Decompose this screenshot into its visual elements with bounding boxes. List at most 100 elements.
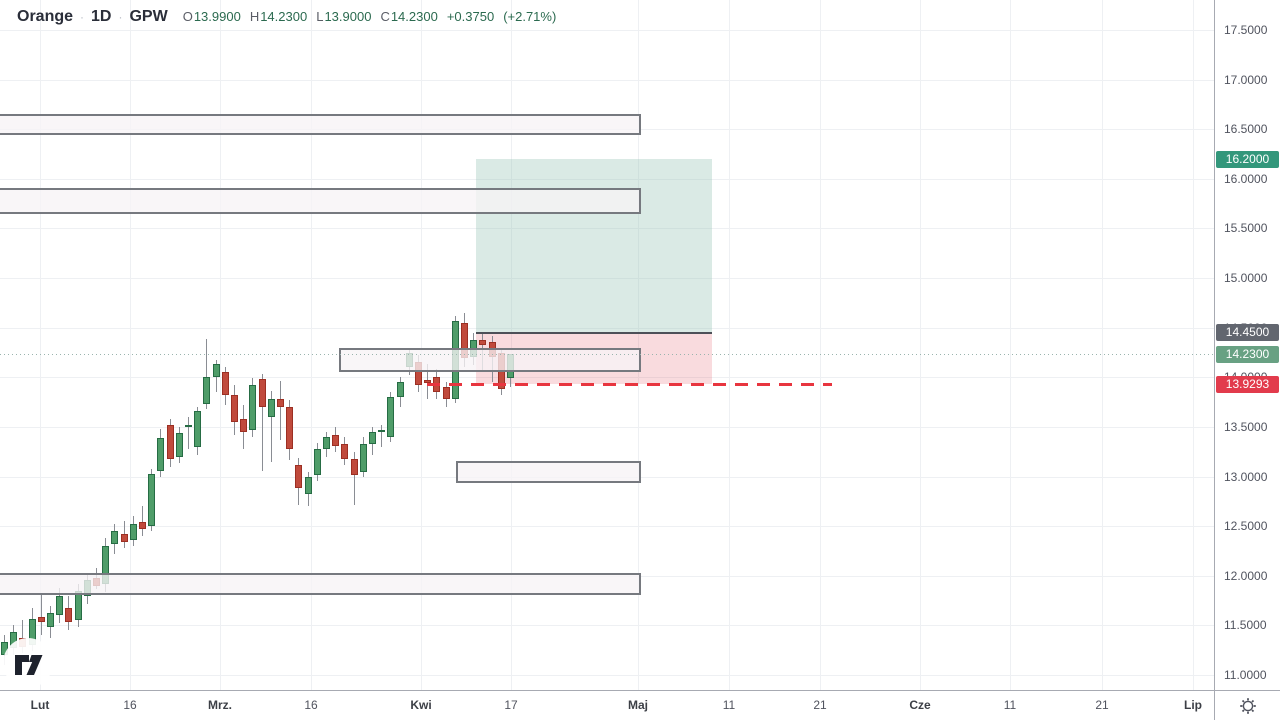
ohlc-readout: O13.9900 H14.2300 L13.9000 C14.2300 xyxy=(183,9,438,24)
candle-up xyxy=(267,399,275,417)
candle-up xyxy=(304,476,312,495)
symbol-name[interactable]: Orange xyxy=(17,8,74,25)
horizontal-gridline xyxy=(0,30,1214,31)
candle-up xyxy=(396,382,404,398)
candle-up xyxy=(194,411,202,447)
price-axis-tick: 15.5000 xyxy=(1224,221,1268,236)
candle-down xyxy=(231,395,238,422)
current-price-line xyxy=(0,354,1214,356)
exchange-label[interactable]: GPW xyxy=(129,8,168,25)
time-axis-label: 21 xyxy=(1095,698,1109,712)
separator-dot: · xyxy=(80,10,85,24)
chart-plot-area[interactable]: Orange · 1D · GPW O13.9900 H14.2300 L13.… xyxy=(0,0,1214,690)
price-axis-tick: 13.5000 xyxy=(1224,419,1268,434)
price-axis-tick: 11.5000 xyxy=(1224,618,1267,633)
stop-loss-dashed-line[interactable] xyxy=(427,382,832,386)
price-label-16.2000: 16.2000 xyxy=(1216,150,1279,168)
candle-down xyxy=(221,372,229,396)
horizontal-gridline xyxy=(0,675,1214,676)
candle-up xyxy=(387,397,395,437)
time-axis-label: Lip xyxy=(1184,698,1202,712)
price-label-13.9293: 13.9293 xyxy=(1216,375,1279,393)
supply-demand-zone[interactable] xyxy=(0,187,641,214)
price-axis-tick: 11.0000 xyxy=(1224,668,1267,682)
candle-wick xyxy=(22,620,24,654)
change-percent: (+2.71%) xyxy=(503,9,557,24)
vertical-gridline xyxy=(311,0,312,690)
vertical-gridline xyxy=(1102,0,1103,690)
candle-up xyxy=(369,431,376,444)
supply-demand-zone[interactable] xyxy=(456,460,641,484)
candle-down xyxy=(120,534,128,543)
supply-demand-zone[interactable] xyxy=(0,572,641,595)
candle-up xyxy=(148,473,156,527)
price-axis-tick: 17.0000 xyxy=(1224,72,1268,87)
price-axis[interactable]: 17.5000 17.0000 16.5000 16.0000 15.5000 15.00… xyxy=(1214,0,1280,690)
candle-down xyxy=(424,380,432,384)
time-axis-label: 17 xyxy=(504,698,518,712)
candle-down xyxy=(240,418,248,432)
candle-down xyxy=(479,339,487,345)
vertical-gridline xyxy=(130,0,131,690)
price-axis-tick: 15.0000 xyxy=(1224,271,1268,286)
interval-label[interactable]: 1D xyxy=(91,8,112,25)
time-axis-label: 16 xyxy=(123,698,137,712)
candle-wick xyxy=(381,424,383,447)
vertical-gridline xyxy=(920,0,921,690)
price-axis-tick: 12.0000 xyxy=(1224,568,1268,583)
candle-wick xyxy=(280,381,281,440)
change-absolute: +0.3750 xyxy=(446,9,495,24)
horizontal-gridline xyxy=(0,178,1214,180)
tradingview-logo[interactable] xyxy=(2,637,54,689)
candle-down xyxy=(295,464,303,489)
candle-up xyxy=(56,595,64,616)
time-axis-label: 11 xyxy=(1003,698,1017,712)
vertical-gridline xyxy=(421,0,422,690)
position-entry-line[interactable] xyxy=(476,331,712,334)
candle-up xyxy=(185,424,192,427)
candle-up xyxy=(313,448,321,475)
candle-wick xyxy=(353,451,355,506)
price-axis-tick: 12.5000 xyxy=(1224,519,1268,534)
candle-up xyxy=(323,436,330,449)
candle-up xyxy=(111,531,119,544)
time-axis-label: 21 xyxy=(813,698,827,712)
candle-wick xyxy=(142,506,143,537)
candle-down xyxy=(442,387,450,400)
candle-wick xyxy=(206,338,208,410)
price-axis-tick: 16.0000 xyxy=(1224,171,1268,186)
candle-up xyxy=(378,429,386,432)
symbol-header: Orange · 1D · GPW O13.9900 H14.2300 L13.… xyxy=(17,8,556,26)
candle-up xyxy=(129,524,137,541)
candle-up xyxy=(175,432,183,457)
vertical-gridline xyxy=(1010,0,1011,690)
supply-demand-zone[interactable] xyxy=(0,114,641,136)
candle-up xyxy=(157,437,165,471)
time-axis-label: Lut xyxy=(30,698,50,712)
candle-wick xyxy=(261,374,263,471)
horizontal-gridline xyxy=(0,377,1214,379)
horizontal-gridline xyxy=(0,79,1214,81)
horizontal-gridline xyxy=(0,625,1214,627)
candle-down xyxy=(139,522,146,530)
candle-wick xyxy=(270,391,272,462)
candle-down xyxy=(277,399,284,408)
candle-wick xyxy=(188,417,189,449)
horizontal-gridline xyxy=(0,278,1214,280)
gear-icon[interactable] xyxy=(1239,697,1257,715)
axis-settings-corner xyxy=(1214,690,1280,720)
price-axis-tick: 16.5000 xyxy=(1224,122,1268,137)
price-axis-tick: 13.0000 xyxy=(1224,469,1268,484)
open-value: O13.9900 xyxy=(182,9,241,24)
candle-down xyxy=(166,424,174,459)
vertical-gridline xyxy=(1193,0,1194,690)
vertical-gridline xyxy=(220,0,221,690)
supply-demand-zone[interactable] xyxy=(339,347,641,373)
time-axis-label: Kwi xyxy=(410,698,432,712)
horizontal-gridline xyxy=(0,426,1214,428)
vertical-gridline xyxy=(729,0,730,690)
price-label-14.2300: 14.2300 xyxy=(1216,345,1279,363)
high-value: H14.2300 xyxy=(249,9,308,24)
time-axis[interactable]: Lut 16 Mrz. 16 Kwi 17 Maj 11 21 Cze 11 21 Lip xyxy=(0,690,1214,720)
candle-up xyxy=(212,364,220,378)
